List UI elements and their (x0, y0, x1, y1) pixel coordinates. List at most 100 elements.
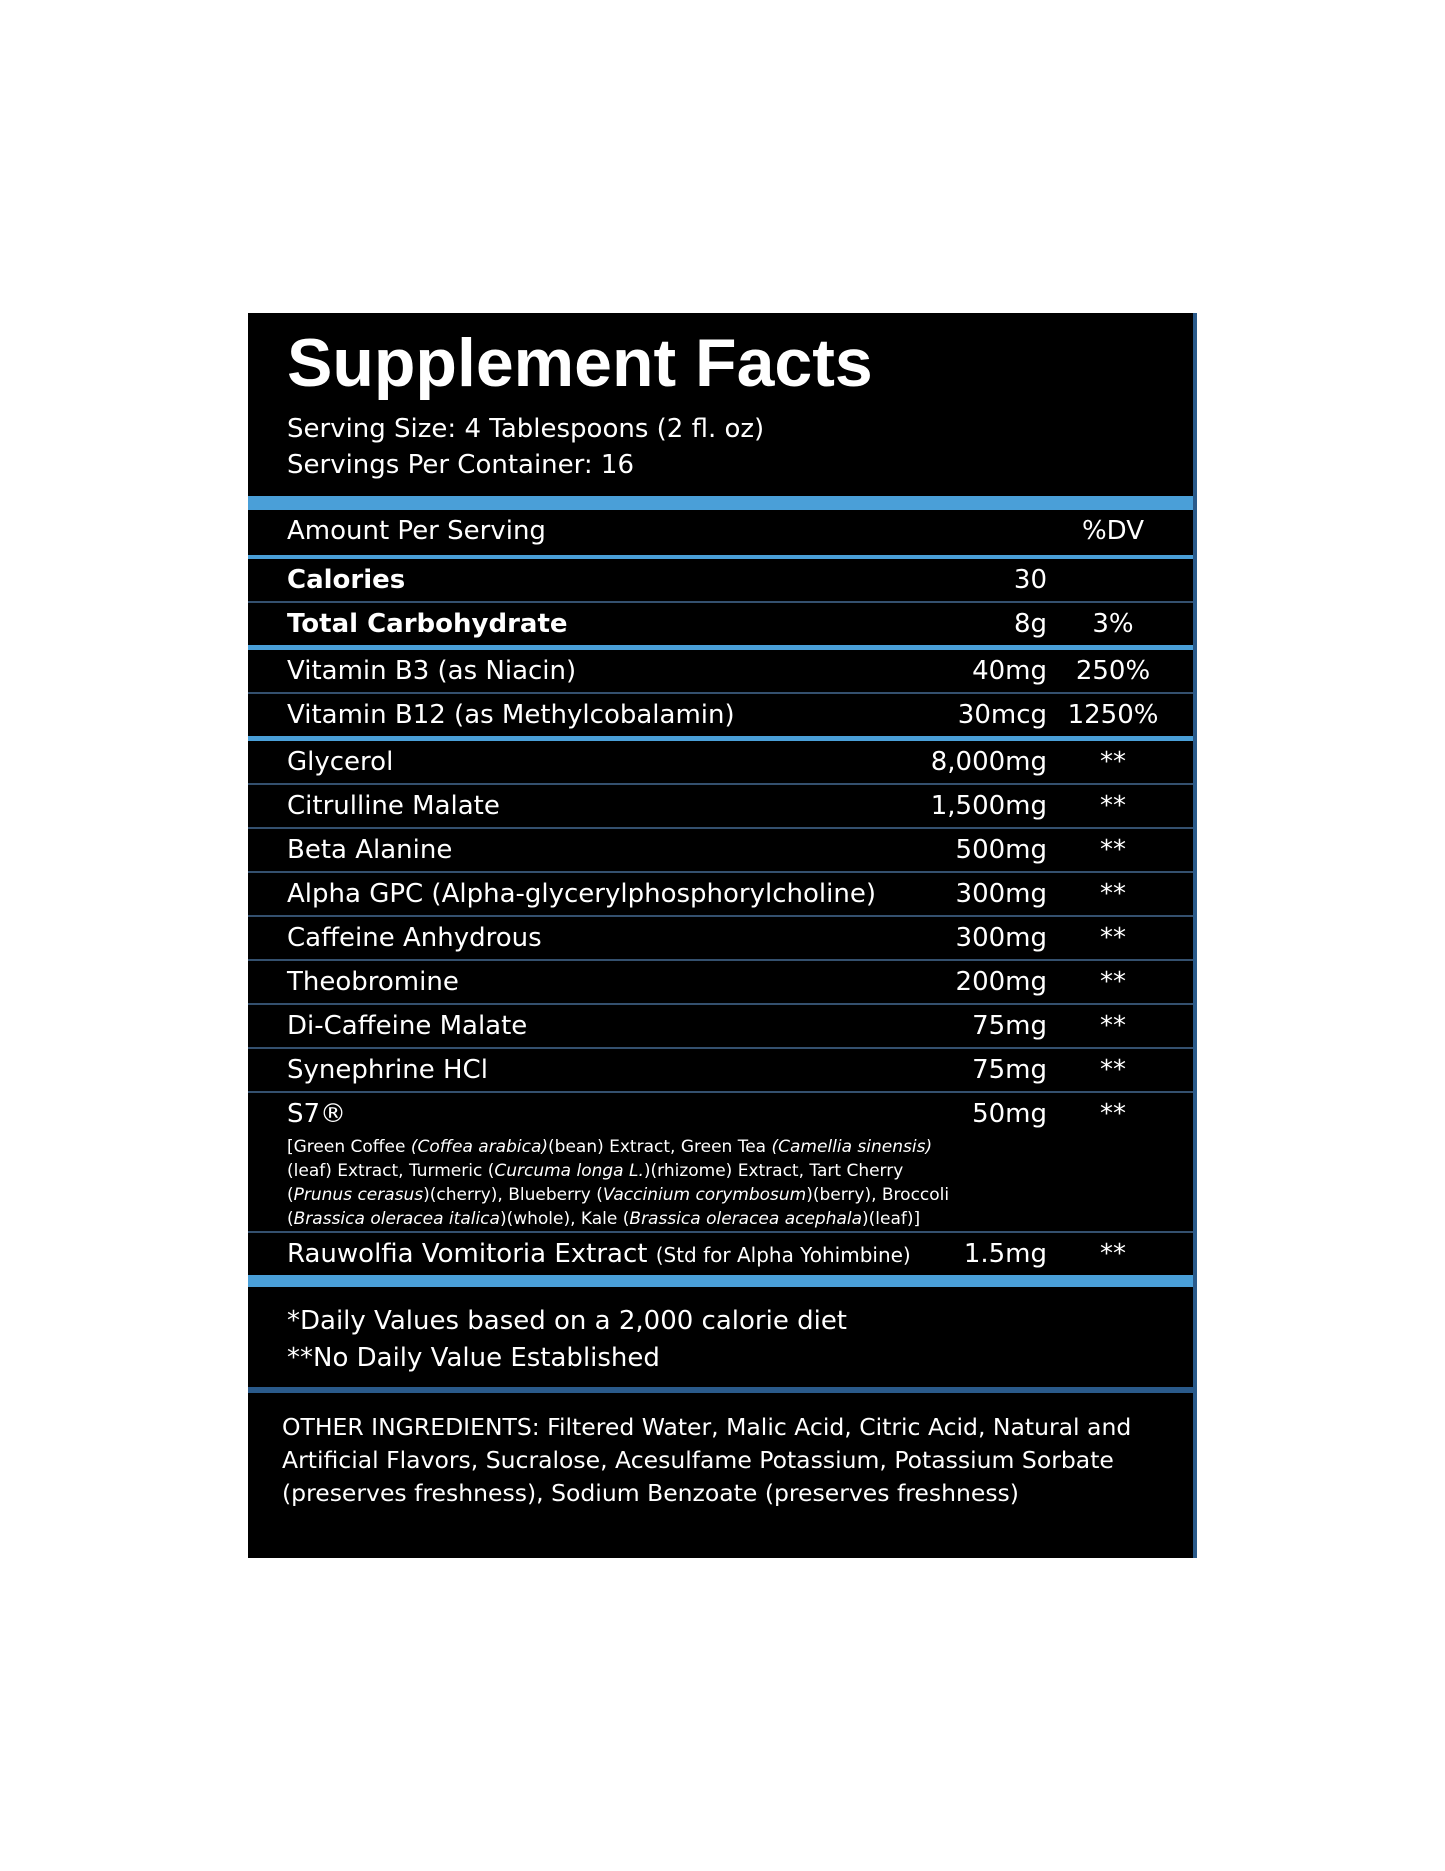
nutrient-name: Total Carbohydrate (287, 609, 568, 639)
amount: 200mg (955, 967, 1047, 997)
description-part: )(berry), Broccoli ( (287, 1185, 950, 1229)
name-text: Total Carbohydrate (287, 609, 568, 639)
nutrient-name: Glycerol (287, 747, 393, 777)
description-part: )(rhizome) Extract, Tart Cherry ( (287, 1161, 904, 1205)
nutrient-name: Caffeine Anhydrous (287, 923, 542, 953)
description-part: Vaccinium corymbosum (602, 1185, 807, 1205)
row-separator (248, 959, 1193, 961)
description-part: )(leaf)] (862, 1209, 921, 1229)
name-text: Citrulline Malate (287, 791, 500, 821)
serving-size: Serving Size: 4 Tablespoons (2 fl. oz) (287, 414, 765, 444)
amount: 300mg (955, 879, 1047, 909)
nutrient-name: Citrulline Malate (287, 791, 500, 821)
description-part: (bean) Extract, Green Tea (548, 1137, 772, 1157)
divider (248, 1275, 1193, 1287)
description-part: (Coffea arabica) (410, 1137, 549, 1157)
sections: Calories 30 Total Carbohydrate 8g 3% Vitamin … (248, 555, 1193, 1275)
name-text: Theobromine (287, 967, 459, 997)
amount: 300mg (955, 923, 1047, 953)
name-text: S7® (287, 1099, 347, 1129)
divider (248, 496, 1193, 510)
description: [Green Coffee (Coffea arabica)(bean) Ext… (287, 1135, 967, 1231)
nutrient-row: Calories 30 (248, 559, 1193, 601)
nutrient-row: S7® 50mg ** [Green Coffee (Coffea arabica)(… (248, 1093, 1193, 1231)
row-separator (248, 783, 1193, 785)
nutrient-row: Beta Alanine 500mg ** (248, 829, 1193, 871)
row-separator (248, 692, 1193, 694)
amount: 8g (1013, 609, 1047, 639)
nutrient-row: Citrulline Malate 1,500mg ** (248, 785, 1193, 827)
amount: 8,000mg (930, 747, 1047, 777)
amount: 30mcg (957, 700, 1047, 730)
daily-value: ** (1100, 967, 1126, 997)
daily-value: ** (1100, 1239, 1126, 1269)
daily-value: ** (1100, 1099, 1126, 1129)
daily-value: ** (1100, 1011, 1126, 1041)
divider (248, 645, 1193, 650)
footnote: **No Daily Value Established (287, 1343, 660, 1373)
description-part: Brassica oleracea acephala (629, 1209, 863, 1229)
daily-value: ** (1100, 879, 1126, 909)
amount: 500mg (955, 835, 1047, 865)
header: Supplement Facts Serving Size: 4 Tablesp… (248, 313, 1193, 496)
description-part: (Camellia sinensis) (771, 1137, 933, 1157)
row-separator (248, 915, 1193, 917)
nutrient-row: Caffeine Anhydrous 300mg ** (248, 917, 1193, 959)
nutrient-name: Vitamin B3 (as Niacin) (287, 656, 576, 686)
row-separator (248, 827, 1193, 829)
divider (248, 555, 1193, 559)
amount: 75mg (972, 1011, 1047, 1041)
daily-value: ** (1100, 747, 1126, 777)
name-text: Di-Caffeine Malate (287, 1011, 528, 1041)
daily-value: ** (1100, 791, 1126, 821)
name-text: Rauwolfia Vomitoria Extract (287, 1239, 648, 1269)
amount: 1,500mg (930, 791, 1047, 821)
nutrient-row: Synephrine HCl 75mg ** (248, 1049, 1193, 1091)
nutrient-row: Alpha GPC (Alpha-glycerylphosphorylcholi… (248, 873, 1193, 915)
supplement-facts-label: Supplement Facts Serving Size: 4 Tablesp… (248, 313, 1197, 1558)
nutrient-name: Di-Caffeine Malate (287, 1011, 527, 1041)
nutrient-row: Total Carbohydrate 8g 3% (248, 603, 1193, 645)
servings-per-container: Servings Per Container: 16 (287, 450, 635, 480)
daily-value: ** (1100, 1055, 1126, 1085)
name-text: Calories (287, 565, 406, 595)
amount-header: Amount Per Serving (287, 516, 546, 546)
other-ingredients: OTHER INGREDIENTS: Filtered Water, Malic… (282, 1413, 1132, 1507)
footnotes: *Daily Values based on a 2,000 calorie d… (248, 1287, 1193, 1387)
daily-value: ** (1100, 923, 1126, 953)
nutrient-name: Synephrine HCl (287, 1055, 488, 1085)
amount: 30 (1013, 565, 1047, 595)
footnote: *Daily Values based on a 2,000 calorie d… (287, 1306, 848, 1336)
row-separator (248, 1231, 1193, 1233)
nutrient-row: Glycerol 8,000mg ** (248, 741, 1193, 783)
nutrient-name: Vitamin B12 (as Methylcobalamin) (287, 700, 735, 730)
nutrient-name: Calories (287, 565, 405, 595)
nutrient-name: Beta Alanine (287, 835, 452, 865)
amount: 75mg (972, 1055, 1047, 1085)
row-separator (248, 1047, 1193, 1049)
name-text: Alpha GPC (Alpha-glycerylphosphorylcholi… (287, 879, 876, 909)
nutrient-name: Alpha GPC (Alpha-glycerylphosphorylcholi… (287, 879, 876, 909)
description-part: (leaf) Extract, Turmeric ( (287, 1161, 495, 1181)
description-part: Curcuma longa L. (494, 1161, 644, 1181)
daily-value: 1250% (1067, 700, 1159, 730)
description-part: [Green Coffee (287, 1137, 411, 1157)
description-part: )(whole), Kale ( (499, 1209, 630, 1229)
nutrient-row: Theobromine 200mg ** (248, 961, 1193, 1003)
title: Supplement Facts (287, 325, 873, 401)
daily-value: ** (1100, 835, 1126, 865)
divider (248, 736, 1193, 741)
amount: 1.5mg (963, 1239, 1047, 1269)
daily-value: 250% (1075, 656, 1151, 686)
row-separator (248, 1091, 1193, 1093)
nutrient-row: Vitamin B3 (as Niacin) 40mg 250% (248, 650, 1193, 692)
divider (248, 1387, 1193, 1393)
nutrient-name: Rauwolfia Vomitoria Extract (Std for Alp… (287, 1239, 911, 1269)
name-text: Vitamin B12 (as Methylcobalamin) (287, 700, 735, 730)
name-text: Caffeine Anhydrous (287, 923, 542, 953)
description-part: Prunus cerasus (293, 1185, 424, 1205)
column-header: Amount Per Serving %DV (248, 510, 1193, 555)
description-part: Brassica oleracea italica (293, 1209, 500, 1229)
row-separator (248, 601, 1193, 603)
amount: 40mg (972, 656, 1047, 686)
